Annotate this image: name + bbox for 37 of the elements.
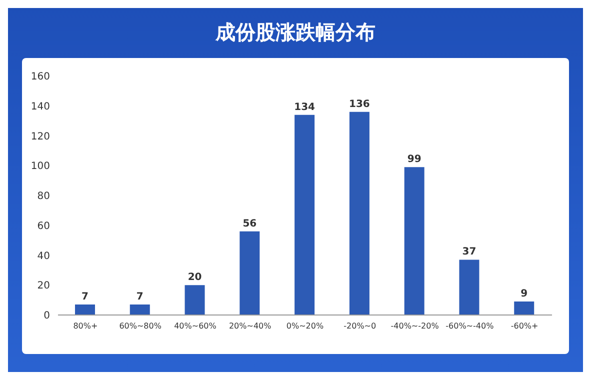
data-label: 20 (188, 272, 202, 284)
x-tick-label: 20%~40% (228, 322, 272, 331)
x-tick-label: -20%~0 (344, 322, 376, 331)
x-tick-label: 0%~20% (286, 322, 324, 331)
data-label: 134 (294, 102, 316, 113)
y-tick-label: 160 (30, 72, 50, 83)
y-tick-label: 40 (37, 250, 50, 262)
bar (184, 285, 205, 315)
data-label: 37 (462, 246, 476, 258)
bar (240, 231, 260, 315)
x-tick-label: -60%~-40% (446, 322, 494, 331)
y-tick-label: 140 (30, 101, 50, 112)
chart-title: 成份股涨跌幅分布 (214, 19, 376, 46)
y-tick-label: 120 (30, 131, 50, 142)
x-tick-label: -60%+ (510, 322, 538, 331)
x-tick-label: 60%~80% (119, 322, 162, 331)
data-label: 99 (407, 154, 422, 166)
y-tick-label: 100 (30, 161, 50, 172)
bar (404, 167, 424, 315)
x-tick-label: 80%+ (73, 322, 98, 331)
bar (459, 260, 480, 315)
y-tick-label: 20 (37, 280, 50, 292)
bar (349, 112, 370, 315)
data-label: 7 (82, 292, 89, 303)
y-tick-label: 60 (37, 220, 50, 232)
bar (514, 302, 534, 315)
x-tick-label: 40%~60% (174, 322, 217, 331)
y-tick-label: 80 (37, 191, 50, 202)
data-label: 136 (349, 98, 370, 110)
data-label: 7 (136, 292, 144, 303)
bar (130, 304, 150, 315)
y-tick-label: 0 (44, 310, 50, 322)
data-label: 56 (242, 218, 257, 230)
bar (294, 114, 315, 315)
data-label: 9 (520, 288, 528, 300)
bar (75, 304, 95, 315)
x-tick-label: -40%~-20% (390, 322, 440, 331)
